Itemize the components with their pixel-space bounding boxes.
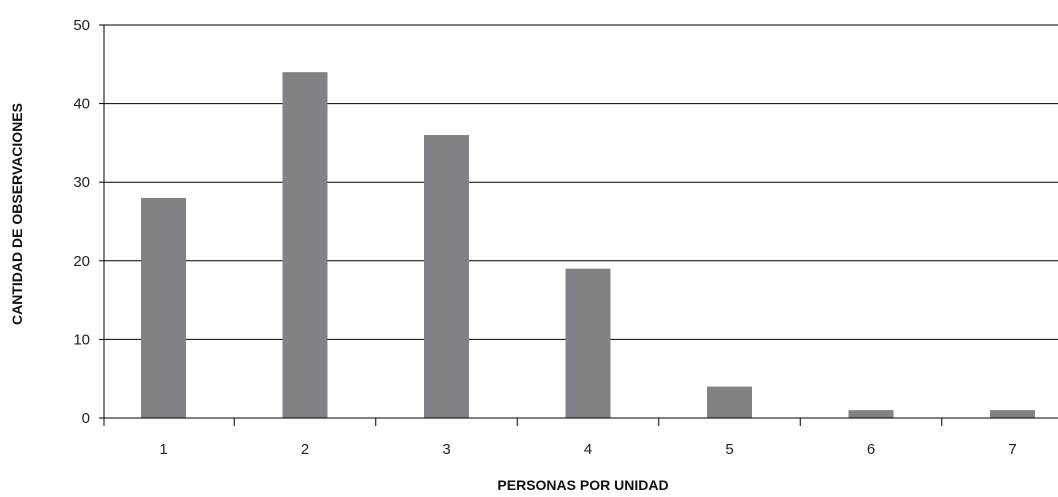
- gridlines: [104, 24, 1058, 340]
- bar-6: [848, 410, 894, 418]
- axes: [99, 24, 1058, 426]
- x-axis-title: PERSONAS POR UNIDAD: [497, 477, 668, 493]
- bars: [141, 72, 1035, 419]
- y-tick-label: 20: [73, 253, 90, 270]
- y-tick-labels: 0 10 20 30 40 50: [73, 17, 90, 427]
- bar-5: [707, 386, 752, 418]
- x-tick-label: 1: [159, 441, 167, 458]
- x-tick-labels: 1 2 3 4 5 6 7: [159, 441, 1016, 458]
- y-tick-label: 50: [73, 17, 90, 34]
- bar-7: [990, 410, 1035, 418]
- x-tick-label: 5: [725, 441, 733, 458]
- y-tick-label: 0: [82, 410, 90, 427]
- x-tick-label: 3: [442, 441, 450, 458]
- y-tick-label: 40: [73, 96, 90, 113]
- bar-3: [424, 135, 469, 419]
- x-tick-label: 4: [584, 441, 592, 458]
- x-tick-label: 6: [867, 441, 875, 458]
- bar-4: [565, 268, 611, 418]
- bar-2: [282, 72, 328, 418]
- y-tick-label: 30: [73, 174, 90, 191]
- y-tick-label: 10: [73, 331, 90, 348]
- x-tick-label: 2: [301, 441, 309, 458]
- x-tick-label: 7: [1008, 441, 1016, 458]
- bar-1: [141, 197, 186, 418]
- y-axis-title: CANTIDAD DE OBSERVACIONES: [9, 103, 25, 325]
